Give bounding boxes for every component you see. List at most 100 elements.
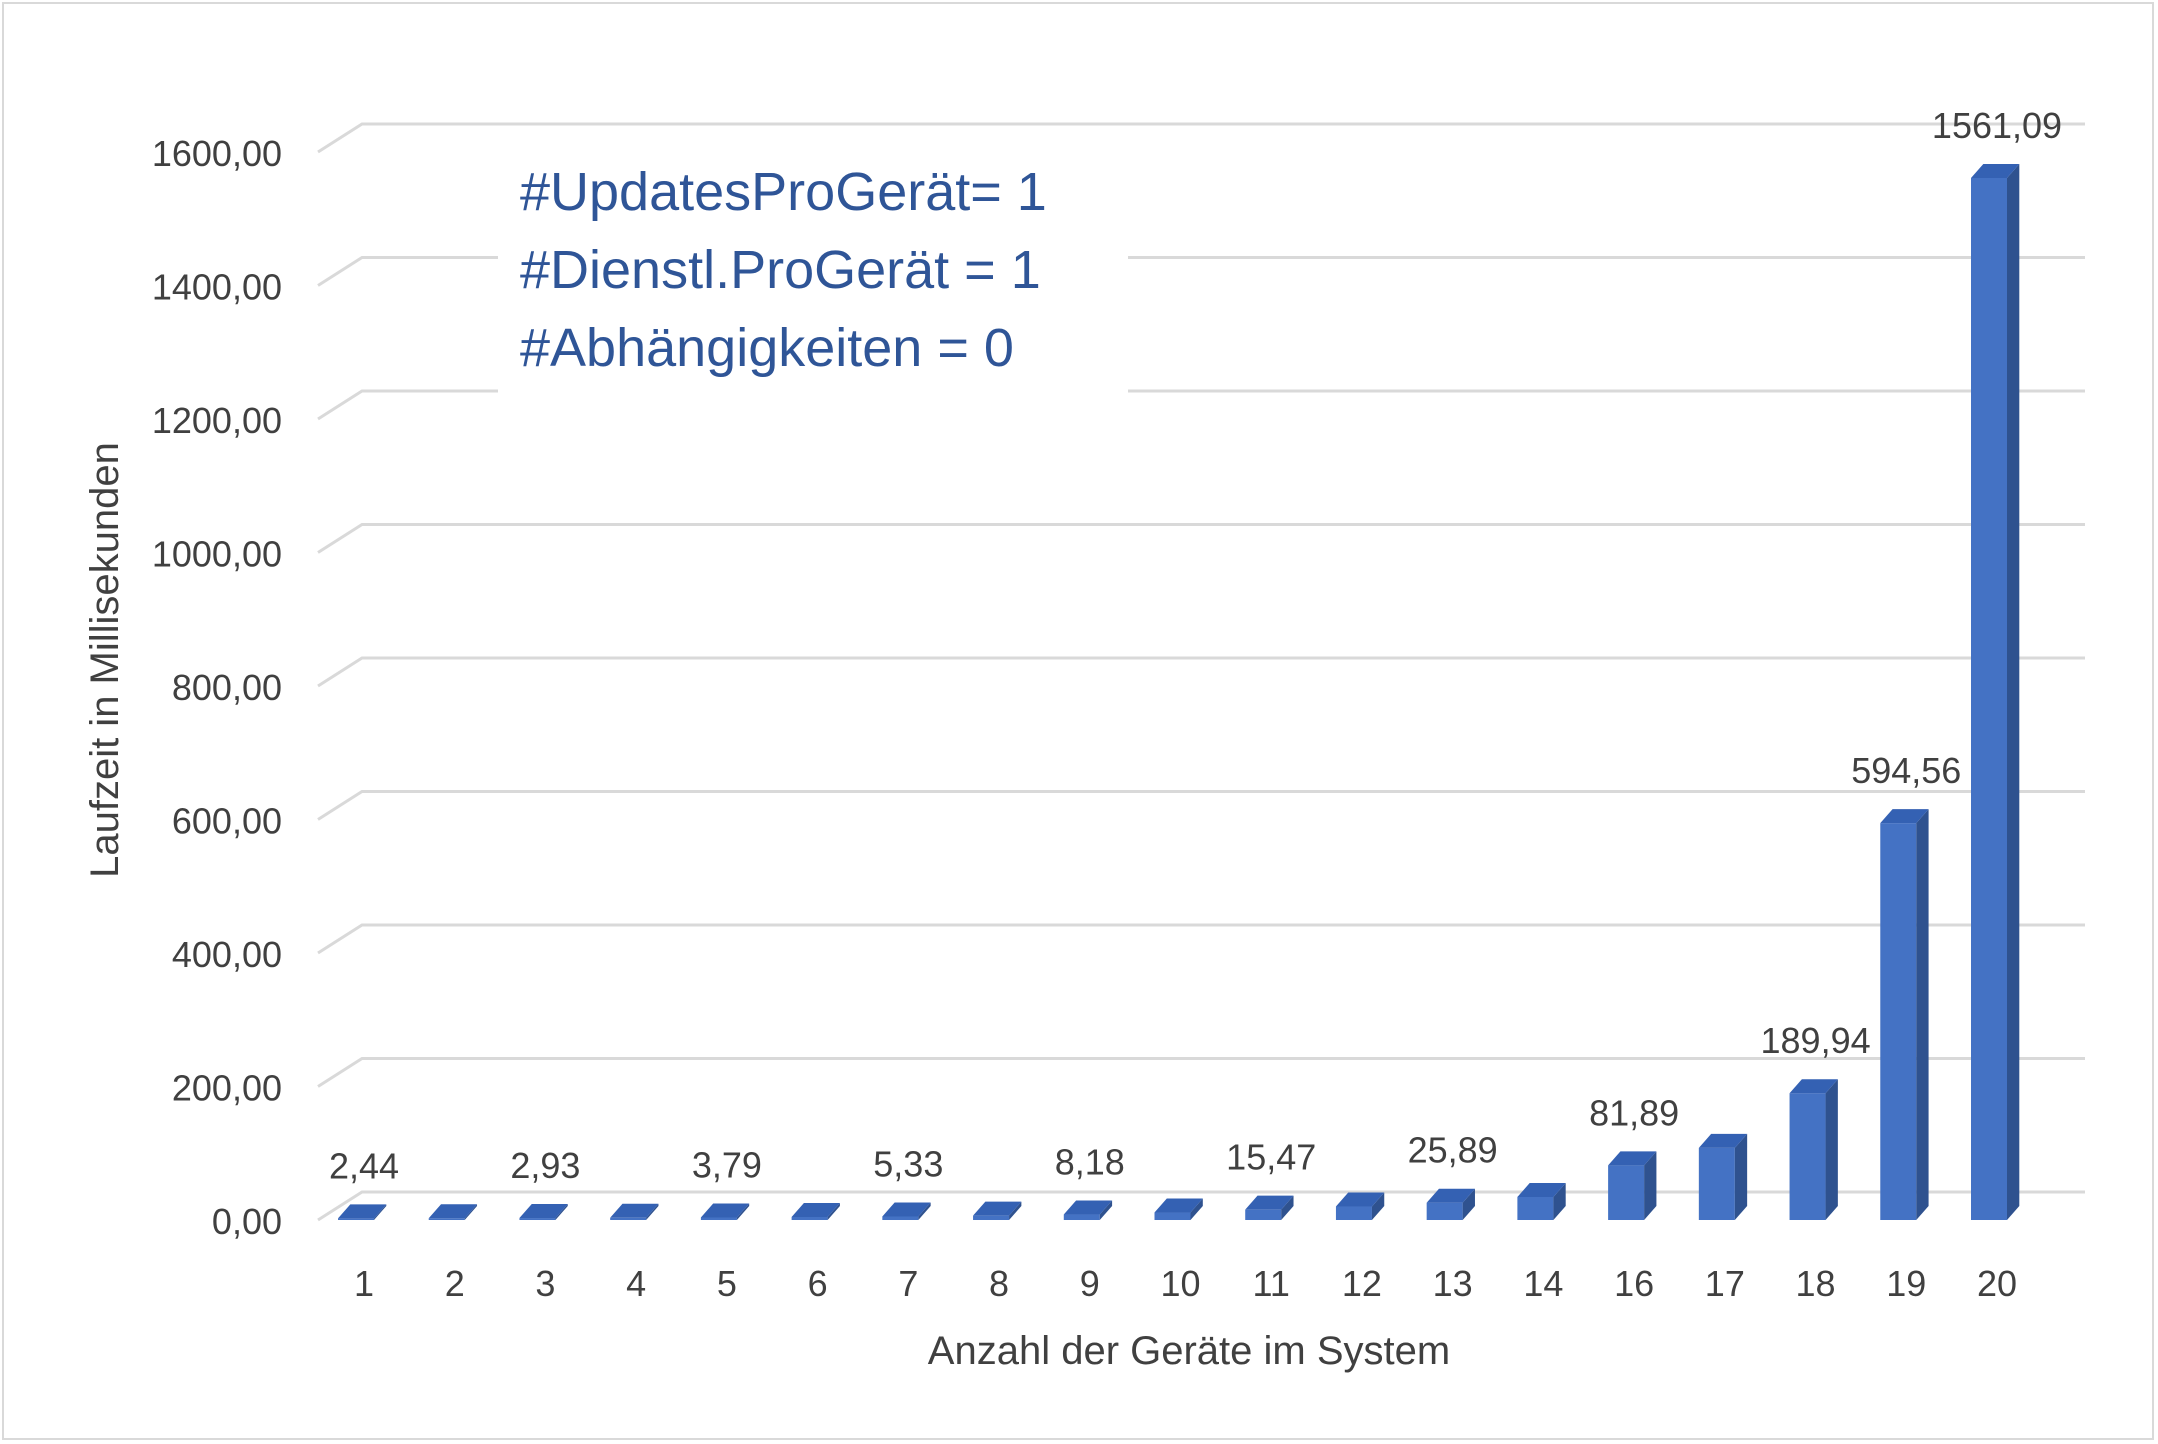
bar-top [1789, 1079, 1838, 1094]
x-tick-label: 16 [1614, 1263, 1654, 1304]
bar-top [1245, 1195, 1294, 1210]
bar-front [519, 1218, 556, 1220]
bar-2 [428, 1204, 478, 1220]
bars [338, 163, 2020, 1221]
x-tick-label: 8 [989, 1263, 1009, 1304]
bar-side [2007, 163, 2020, 1221]
bar-1 [338, 1204, 387, 1220]
bar-front [1245, 1209, 1282, 1220]
annotation-background [498, 160, 1128, 400]
annotation-line-3: #Abhängigkeiten = 0 [520, 318, 1014, 378]
bar-front [1880, 823, 1917, 1220]
bar-front [791, 1216, 828, 1220]
bar-top [519, 1204, 568, 1219]
bar-top [882, 1202, 931, 1217]
y-tick-label: 1000,00 [152, 534, 282, 575]
x-tick-label: 7 [898, 1263, 918, 1304]
data-label: 5,33 [873, 1143, 943, 1184]
gridline [317, 790, 2085, 821]
y-tick-label: 0,00 [212, 1201, 282, 1242]
bar-top [1698, 1133, 1748, 1148]
bar-side [1916, 809, 1929, 1220]
data-label: 8,18 [1055, 1142, 1125, 1183]
gridline [317, 923, 2085, 955]
bar-front [973, 1215, 1010, 1220]
bar-top [610, 1203, 659, 1218]
bar-12 [1335, 1192, 1385, 1220]
bar-top [1335, 1192, 1385, 1207]
bar-side [1825, 1079, 1838, 1220]
bar-8 [973, 1201, 1022, 1220]
bar-front [1789, 1093, 1826, 1220]
x-tick-label: 6 [808, 1263, 828, 1304]
bar-side [1190, 1198, 1203, 1220]
bar-18 [1789, 1079, 1838, 1220]
data-label: 25,89 [1408, 1130, 1498, 1171]
bar-side [827, 1202, 840, 1220]
bar-front [882, 1216, 919, 1220]
bar-14 [1517, 1182, 1566, 1220]
gridline [317, 389, 2085, 421]
bar-top [1608, 1151, 1657, 1166]
bar-11 [1245, 1195, 1294, 1220]
gridline [317, 1057, 2085, 1088]
bar-front [1154, 1212, 1191, 1220]
data-label: 3,79 [692, 1144, 762, 1185]
bar-side [1371, 1192, 1385, 1220]
data-label: 1561,09 [1932, 105, 2062, 146]
bar-20 [1971, 163, 2020, 1221]
bar-19 [1880, 809, 1929, 1220]
bar-front [338, 1218, 374, 1220]
bar-9 [1063, 1200, 1113, 1220]
bar-front [700, 1217, 737, 1220]
x-tick-label: 10 [1160, 1263, 1200, 1304]
bar-front [1335, 1206, 1372, 1220]
bar-side [918, 1202, 931, 1220]
x-axis-title: Anzahl der Geräte im System [928, 1329, 1450, 1373]
x-tick-label: 3 [535, 1263, 555, 1304]
x-tick-label: 17 [1705, 1263, 1745, 1304]
y-tick-label: 800,00 [172, 667, 282, 708]
x-tick-label: 14 [1523, 1263, 1563, 1304]
bar-6 [791, 1202, 840, 1220]
bar-side [555, 1204, 568, 1220]
data-label: 594,56 [1851, 750, 1961, 791]
y-tick-label: 400,00 [172, 934, 282, 975]
bar-top [338, 1204, 387, 1219]
bar-top [1517, 1182, 1566, 1197]
gridline [317, 122, 2085, 154]
x-tick-label: 12 [1342, 1263, 1382, 1304]
grid-layer [317, 122, 2085, 1222]
bar-front [1698, 1147, 1735, 1220]
x-tick-label: 11 [1253, 1263, 1290, 1304]
gridline [317, 656, 2085, 688]
y-tick-label: 1600,00 [152, 133, 282, 174]
bar-7 [882, 1202, 931, 1220]
x-tick-label: 2 [445, 1263, 465, 1304]
bar-top [973, 1201, 1022, 1216]
x-tick-label: 19 [1886, 1263, 1926, 1304]
x-tick-label: 9 [1080, 1263, 1100, 1304]
bar-front [428, 1218, 465, 1220]
annotation-line-2: #Dienstl.ProGerät = 1 [520, 240, 1041, 300]
bar-side [1099, 1200, 1113, 1220]
x-tick-label: 13 [1433, 1263, 1473, 1304]
gridline [317, 523, 2085, 554]
bar-front [1608, 1165, 1645, 1220]
data-label: 81,89 [1589, 1092, 1679, 1133]
y-axis-title: Laufzeit in Millisekunden [83, 442, 127, 878]
y-tick-labels: 0,00 200,00 400,00 600,00 800,00 1000,00 1200,… [152, 133, 282, 1242]
annotation-line-1: #UpdatesProGerät= 1 [520, 162, 1047, 222]
bar-front [1426, 1202, 1463, 1220]
y-tick-label: 1400,00 [152, 267, 282, 308]
bar-side [1462, 1188, 1475, 1220]
gridline [317, 256, 2085, 287]
bar-front [1517, 1196, 1554, 1220]
bar-front [1063, 1214, 1100, 1220]
y-tick-label: 200,00 [172, 1068, 282, 1109]
annotation-box: #UpdatesProGerät= 1 #Dienstl.ProGerät = … [498, 160, 1128, 400]
bar-16 [1608, 1151, 1657, 1220]
x-tick-labels: 1 2 3 4 5 6 7 8 9 10 11 12 13 14 16 17 18 19 20 [354, 1263, 2017, 1304]
